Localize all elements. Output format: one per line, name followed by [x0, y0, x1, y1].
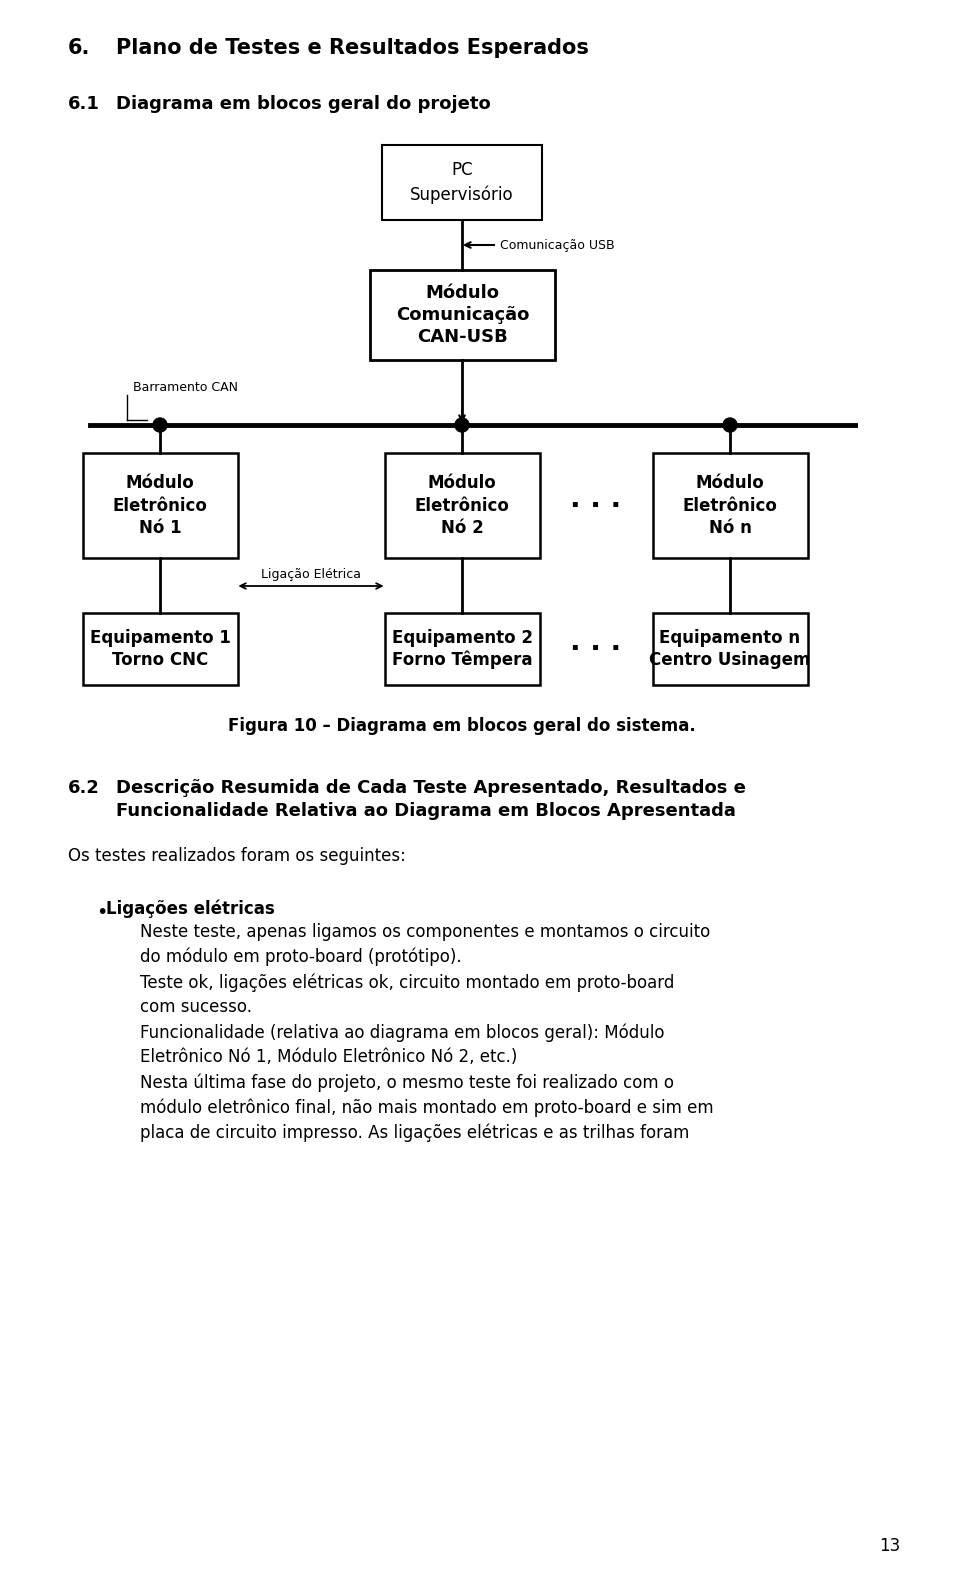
- Text: •: •: [96, 903, 108, 922]
- Text: Diagrama em blocos geral do projeto: Diagrama em blocos geral do projeto: [116, 94, 491, 113]
- Text: Funcionalidade (relativa ao diagrama em blocos geral): Módulo
Eletrônico Nó 1, M: Funcionalidade (relativa ao diagrama em …: [140, 1023, 664, 1065]
- Circle shape: [723, 418, 737, 432]
- Bar: [385, 452, 540, 558]
- Text: Teste ok, ligações elétricas ok, circuito montado em proto-board
com sucesso.: Teste ok, ligações elétricas ok, circuit…: [140, 972, 674, 1016]
- Text: · · ·: · · ·: [570, 635, 621, 663]
- Bar: [653, 452, 808, 558]
- Text: Equipamento n
Centro Usinagem: Equipamento n Centro Usinagem: [649, 628, 810, 669]
- Text: 13: 13: [878, 1536, 900, 1555]
- Bar: [83, 613, 238, 685]
- Text: PC
Supervisório: PC Supervisório: [410, 162, 514, 204]
- Text: Plano de Testes e Resultados Esperados: Plano de Testes e Resultados Esperados: [116, 38, 588, 58]
- Text: Funcionalidade Relativa ao Diagrama em Blocos Apresentada: Funcionalidade Relativa ao Diagrama em B…: [116, 803, 736, 820]
- Circle shape: [455, 418, 469, 432]
- Bar: [83, 452, 238, 558]
- Text: Neste teste, apenas ligamos os componentes e montamos o circuito
do módulo em pr: Neste teste, apenas ligamos os component…: [140, 924, 710, 966]
- Text: Ligação Elétrica: Ligação Elétrica: [261, 569, 361, 581]
- Text: · · ·: · · ·: [570, 492, 621, 520]
- Text: Nesta última fase do projeto, o mesmo teste foi realizado com o
módulo eletrônic: Nesta última fase do projeto, o mesmo te…: [140, 1073, 713, 1142]
- Bar: [382, 145, 542, 220]
- Text: 6.: 6.: [68, 38, 90, 58]
- Text: Figura 10 – Diagrama em blocos geral do sistema.: Figura 10 – Diagrama em blocos geral do …: [228, 716, 696, 735]
- Circle shape: [153, 418, 167, 432]
- Text: Ligações elétricas: Ligações elétricas: [106, 899, 275, 917]
- Text: Módulo
Eletrônico
Nó 2: Módulo Eletrônico Nó 2: [415, 474, 510, 537]
- Bar: [370, 270, 555, 360]
- Text: Equipamento 2
Forno Têmpera: Equipamento 2 Forno Têmpera: [392, 628, 533, 669]
- Text: Os testes realizados foram os seguintes:: Os testes realizados foram os seguintes:: [68, 847, 406, 866]
- Text: Módulo
Eletrônico
Nó 1: Módulo Eletrônico Nó 1: [112, 474, 207, 537]
- Text: Módulo
Eletrônico
Nó n: Módulo Eletrônico Nó n: [683, 474, 778, 537]
- Text: Módulo
Comunicação
CAN-USB: Módulo Comunicação CAN-USB: [396, 284, 529, 346]
- Bar: [653, 613, 808, 685]
- Bar: [385, 613, 540, 685]
- Text: Equipamento 1
Torno CNC: Equipamento 1 Torno CNC: [89, 628, 230, 669]
- Text: Descrição Resumida de Cada Teste Apresentado, Resultados e: Descrição Resumida de Cada Teste Apresen…: [116, 779, 746, 796]
- Text: 6.1: 6.1: [68, 94, 100, 113]
- Text: Comunicação USB: Comunicação USB: [500, 239, 614, 251]
- Text: 6.2: 6.2: [68, 779, 100, 796]
- Text: Barramento CAN: Barramento CAN: [133, 380, 238, 393]
